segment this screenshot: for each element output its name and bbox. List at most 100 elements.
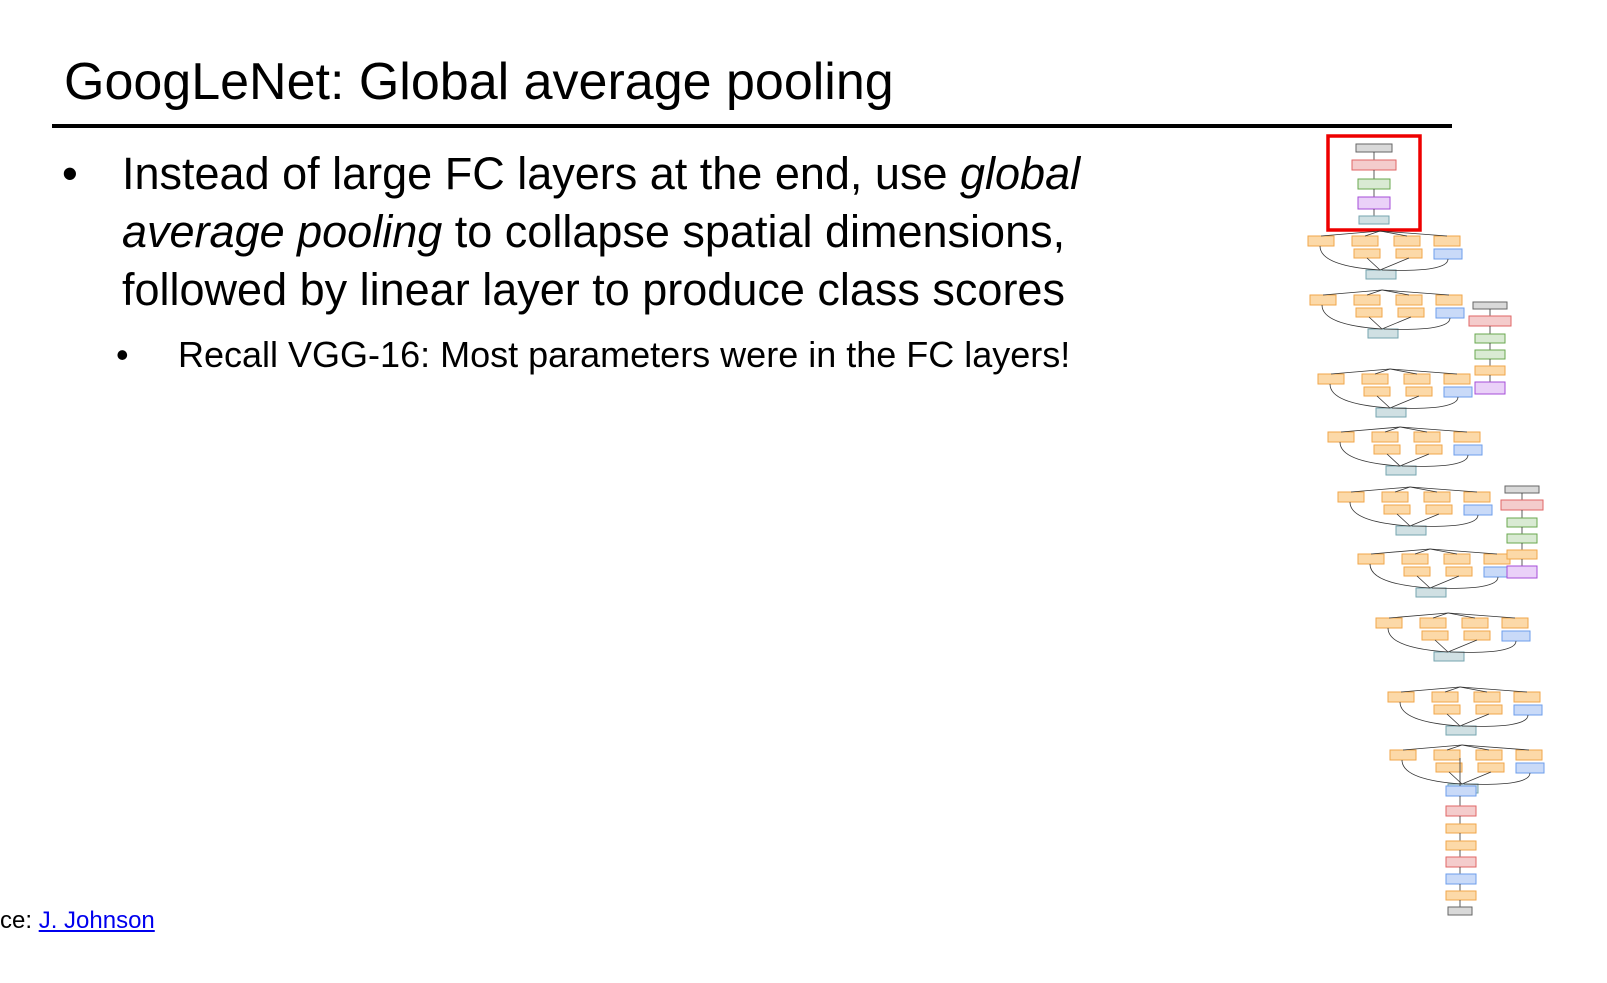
inception-pool-node: [1433, 248, 1463, 260]
stem-lrn-node: [1445, 856, 1477, 868]
edge: [1349, 501, 1411, 527]
aux-classifier-2-avgpool: [1506, 565, 1538, 579]
edge: [1402, 744, 1463, 751]
edge: [1320, 230, 1381, 237]
edge: [1401, 759, 1463, 785]
inception-conv-node: [1317, 373, 1345, 385]
title-underline: [52, 124, 1452, 128]
inception-conv-node: [1423, 491, 1451, 503]
inception-conv-node: [1353, 248, 1381, 259]
edge: [1399, 701, 1461, 727]
inception-conv-node: [1443, 373, 1471, 385]
inception-conv-node: [1433, 704, 1461, 715]
edge: [1429, 548, 1498, 555]
edge: [1387, 627, 1449, 653]
edge: [1429, 548, 1458, 555]
softmax-activation-node: [1351, 159, 1397, 171]
inception-conv-node: [1351, 235, 1379, 247]
inception-conv-node: [1515, 749, 1543, 761]
edge: [1319, 245, 1381, 271]
edge: [1379, 257, 1410, 271]
edge: [1459, 686, 1488, 693]
edge: [1429, 575, 1460, 589]
edge: [1388, 612, 1449, 619]
inception-pool-node: [1513, 704, 1543, 716]
edge: [1459, 686, 1528, 693]
average-pool-node: [1357, 196, 1391, 210]
edge: [1389, 368, 1458, 375]
bullet-main-text-start: Instead of large FC layers at the end, u…: [122, 148, 960, 199]
inception-pool-node: [1443, 386, 1473, 398]
inception-conv-node: [1477, 762, 1505, 773]
edge: [1409, 486, 1478, 493]
stem-pool-node: [1445, 873, 1477, 885]
depth-concat-node: [1385, 465, 1417, 476]
depth-concat-node: [1395, 525, 1427, 536]
edge: [1461, 771, 1492, 785]
inception-conv-node: [1403, 373, 1431, 385]
aux-classifier-1-fc: [1474, 333, 1506, 344]
edge: [1376, 395, 1391, 409]
edge: [1381, 289, 1410, 296]
edge: [1369, 563, 1431, 589]
aux-classifier-1-softmax: [1472, 301, 1508, 310]
bullet-main-text-end: to collapse spatial dimensions, followed…: [122, 206, 1066, 315]
edge: [1461, 714, 1529, 727]
bullet-main-italic: global average pooling: [122, 148, 1081, 257]
inception-conv-node: [1475, 749, 1503, 761]
inception-conv-node: [1453, 431, 1481, 443]
edge: [1447, 639, 1478, 653]
edge: [1459, 713, 1490, 727]
source-link[interactable]: J. Johnson: [38, 907, 155, 934]
inception-conv-node: [1381, 491, 1409, 503]
aux-classifier-2-softmax: [1504, 485, 1540, 494]
edge: [1379, 230, 1448, 237]
inception-conv-node: [1387, 691, 1415, 703]
edge: [1321, 304, 1383, 330]
edge: [1446, 744, 1463, 751]
inception-conv-node: [1361, 373, 1389, 385]
edge: [1446, 713, 1461, 727]
inception-conv-node: [1433, 235, 1461, 247]
edge: [1391, 396, 1459, 409]
inception-conv-node: [1435, 294, 1463, 306]
edge: [1366, 289, 1383, 296]
inception-conv-node: [1405, 386, 1433, 397]
inception-conv-node: [1475, 704, 1503, 715]
inception-conv-node: [1501, 617, 1529, 629]
aux-classifier-2-conv: [1506, 549, 1538, 560]
edge: [1381, 258, 1449, 271]
inception-pool-node: [1453, 444, 1483, 456]
aux-classifier-1-softmax-activation: [1468, 315, 1512, 327]
inception-conv-node: [1337, 491, 1365, 503]
edge: [1330, 368, 1391, 375]
edge: [1381, 289, 1450, 296]
edge: [1444, 686, 1461, 693]
inception-conv-node: [1445, 566, 1473, 577]
edge: [1416, 575, 1431, 589]
source-footer: ce: J. Johnson: [0, 906, 155, 936]
inception-conv-node: [1435, 762, 1463, 773]
edge: [1379, 230, 1408, 237]
edge: [1449, 640, 1517, 653]
edge: [1461, 744, 1530, 751]
depth-concat-node: [1367, 328, 1399, 339]
stem-conv-node: [1445, 840, 1477, 851]
edge: [1431, 576, 1499, 589]
inception-conv-node: [1395, 248, 1423, 259]
inception-pool-node: [1515, 762, 1545, 774]
inception-conv-node: [1383, 504, 1411, 515]
inception-pool-node: [1435, 307, 1465, 319]
edge: [1329, 383, 1391, 409]
inception-conv-node: [1307, 235, 1335, 247]
highlight-box: [1326, 134, 1422, 232]
inception-conv-node: [1483, 553, 1511, 565]
aux-classifier-1-fc: [1474, 349, 1506, 360]
inception-conv-node: [1463, 491, 1491, 503]
edge: [1394, 486, 1411, 493]
inception-conv-node: [1309, 294, 1337, 306]
sub-bullet-dot: •: [116, 334, 129, 375]
inception-pool-node: [1501, 630, 1531, 642]
edge: [1401, 454, 1469, 467]
edge: [1447, 612, 1476, 619]
